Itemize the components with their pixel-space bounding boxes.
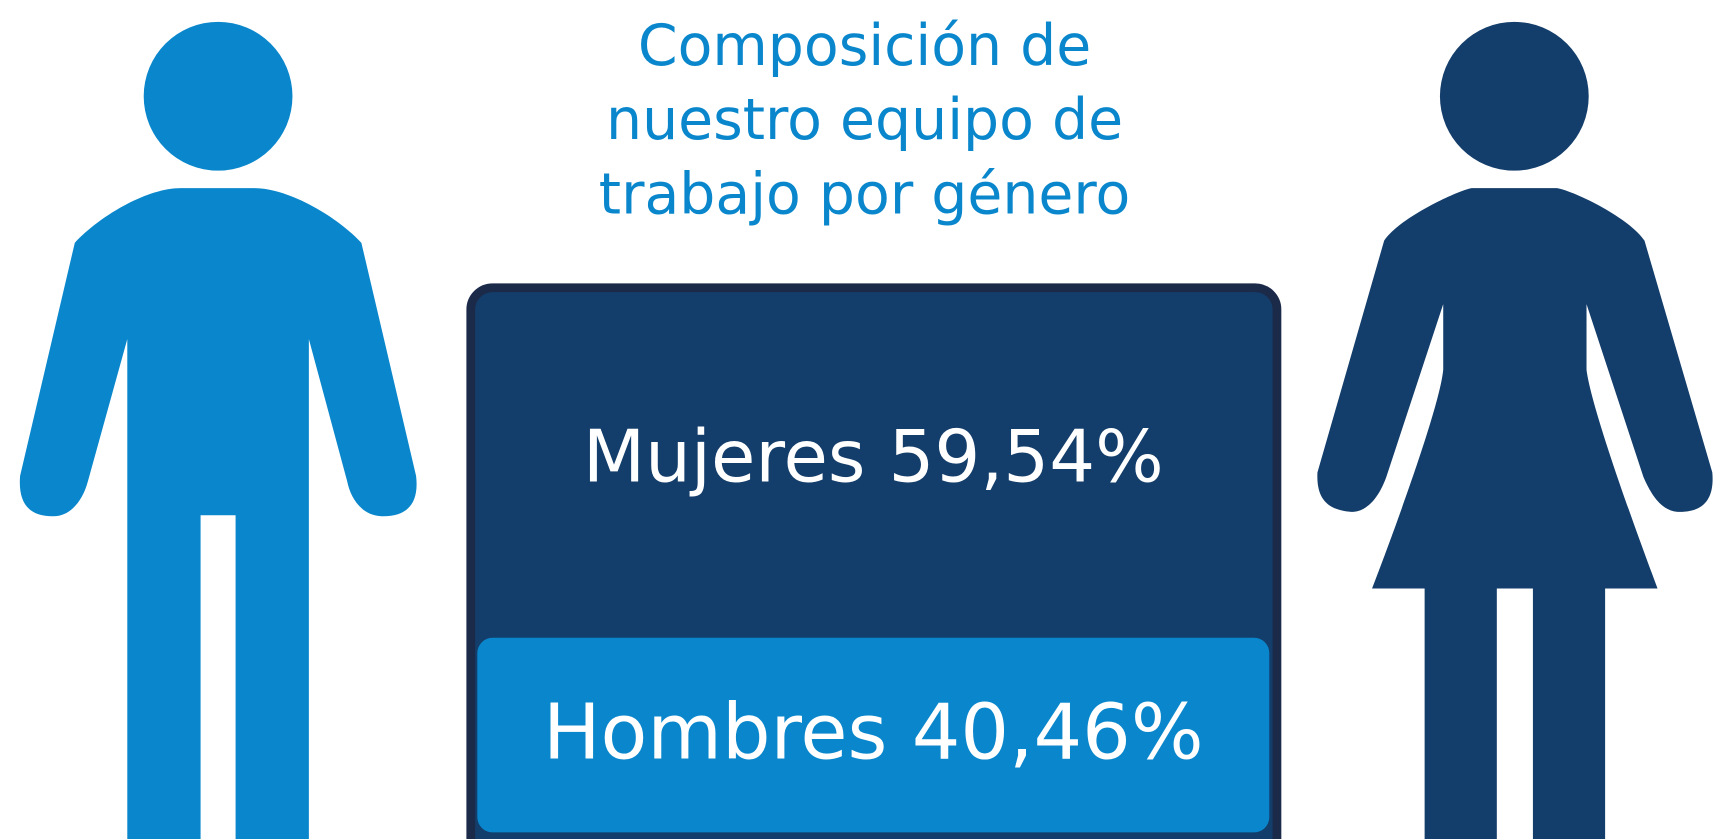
woman-figure [1317,21,1713,839]
woman-body [1317,188,1713,839]
men-label: Hombres 40,46% [543,688,1204,777]
man-head [143,21,293,171]
woman-head [1439,21,1589,171]
segment-value: 40,46% [912,688,1204,777]
man-body [19,188,417,839]
segment-label: Hombres [543,688,887,777]
title-line: Composición de [638,13,1091,79]
men-box [477,637,1270,833]
title-line: trabajo por género [599,162,1131,228]
man-figure [19,21,417,839]
women-label: Mujeres 59,54% [583,416,1164,500]
segment-label: Mujeres [583,416,866,500]
segment-value: 59,54% [888,416,1163,500]
title-line: nuestro equipo de [606,87,1123,153]
